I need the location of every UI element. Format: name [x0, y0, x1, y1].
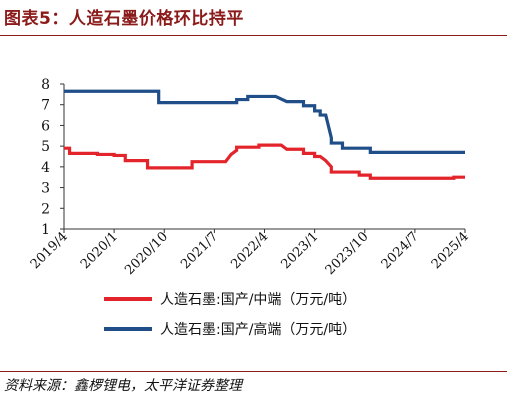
series-line-high-end [64, 89, 465, 154]
legend-label-mid-end: 人造石墨:国产/中端（万元/吨） [160, 292, 356, 308]
series-layer [64, 89, 465, 180]
x-tick-label: 2025/4 [429, 229, 472, 272]
x-tick-label: 2021/7 [178, 229, 221, 272]
y-tick-label: 8 [41, 77, 50, 93]
title-divider [0, 35, 507, 36]
y-tick-label: 3 [41, 181, 50, 197]
x-tick-label: 2023/10 [323, 229, 372, 278]
series-line-mid-end [64, 143, 465, 180]
y-tick-label: 5 [41, 139, 50, 155]
x-tick-label: 2020/10 [122, 229, 171, 278]
y-tick-label: 7 [41, 98, 50, 114]
legend-label-high-end: 人造石墨:国产/高端（万元/吨） [160, 321, 356, 338]
x-tick-label: 2020/1 [78, 229, 121, 272]
x-tick-label: 2024/7 [379, 229, 422, 272]
y-tick-label: 2 [41, 201, 50, 217]
y-tick-label: 6 [41, 118, 50, 134]
legend: 人造石墨:国产/中端（万元/吨） 人造石墨:国产/高端（万元/吨） [104, 292, 356, 338]
header: 图表5：人造石墨价格环比持平 [0, 0, 507, 36]
chart-title: 图表5：人造石墨价格环比持平 [4, 9, 244, 29]
y-tick-label: 4 [41, 160, 50, 176]
x-tick-label: 2022/4 [228, 229, 271, 272]
footer-divider [0, 371, 507, 372]
chart-area: 1 2 3 4 5 6 7 8 2019/4 2020/1 2020/10 2021/7 2022/4 2… [0, 36, 507, 370]
x-tick-label: 2023/1 [278, 229, 321, 272]
source-note: 资料来源：鑫椤锂电，太平洋证券整理 [4, 378, 242, 394]
y-tick-label: 1 [41, 222, 50, 238]
